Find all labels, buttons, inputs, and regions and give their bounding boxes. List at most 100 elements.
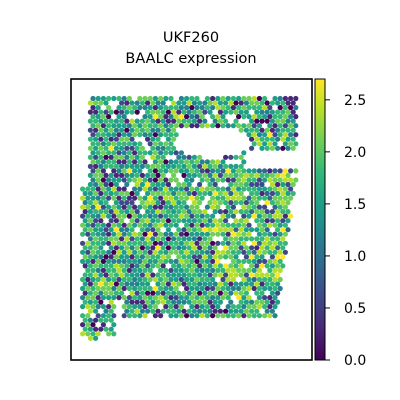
tissue-spot [254, 118, 260, 124]
tissue-spot [171, 136, 177, 142]
tissue-spot [168, 313, 174, 319]
tissue-spot [254, 109, 260, 115]
tissue-spot [147, 258, 153, 264]
tissue-spot [132, 213, 138, 219]
tissue-spot [181, 181, 187, 188]
tissue-spot [95, 159, 101, 165]
tissue-spot [204, 276, 210, 283]
tissue-spot [98, 326, 104, 332]
tissue-spot [113, 290, 119, 296]
tissue-spot [217, 200, 223, 206]
tissue-spot [116, 276, 122, 283]
tissue-spot [90, 213, 96, 219]
tissue-spot [249, 227, 255, 233]
tissue-spot [87, 290, 93, 296]
tissue-spot [98, 227, 104, 233]
tissue-spot [272, 204, 278, 210]
tissue-spot [272, 258, 278, 264]
tissue-spot [254, 281, 260, 287]
tissue-spot [171, 218, 177, 224]
tissue-spot [108, 254, 114, 260]
tissue-spot [238, 127, 244, 133]
tissue-spot [116, 204, 122, 210]
tissue-spot [210, 159, 216, 165]
tissue-spot [95, 105, 101, 111]
tissue-spot [93, 154, 99, 160]
tissue-spot [98, 317, 104, 323]
tissue-spot [259, 209, 265, 215]
tissue-spot [82, 317, 88, 323]
tissue-spot [220, 276, 226, 283]
colorbar-tick-label: 1.0 [344, 249, 366, 265]
tissue-spot [137, 195, 143, 201]
tissue-spot [139, 154, 145, 160]
tissue-spot [241, 168, 247, 174]
tissue-spot [186, 272, 192, 278]
tissue-spot [139, 172, 145, 178]
tissue-spot [163, 276, 169, 283]
tissue-spot [129, 118, 135, 124]
tissue-spot [275, 118, 281, 124]
tissue-spot [116, 295, 122, 301]
tissue-spot [181, 209, 187, 215]
tissue-spot [147, 213, 153, 219]
tissue-spot [197, 308, 203, 314]
tissue-spot [93, 136, 99, 142]
tissue-spot [116, 141, 122, 147]
tissue-spot [119, 109, 125, 115]
tissue-spot [173, 249, 179, 255]
tissue-spot [152, 195, 158, 201]
tissue-spot [191, 281, 197, 287]
tissue-spot [264, 263, 270, 269]
tissue-spot [246, 186, 252, 192]
tissue-spot [152, 222, 158, 228]
tissue-spot [225, 240, 231, 246]
tissue-spot [256, 304, 262, 310]
tissue-spot [230, 195, 236, 201]
tissue-spot [142, 295, 148, 301]
tissue-spot [87, 145, 93, 151]
tissue-spot [290, 100, 296, 106]
tissue-spot [236, 177, 242, 183]
tissue-spot [191, 218, 197, 224]
tissue-spot [163, 95, 169, 102]
tissue-spot [220, 213, 226, 219]
tissue-spot [184, 177, 190, 183]
tissue-spot [160, 209, 166, 215]
tissue-spot [134, 308, 140, 314]
tissue-spot [168, 95, 174, 102]
tissue-spot [126, 258, 132, 264]
tissue-spot [147, 195, 153, 201]
tissue-spot [158, 168, 164, 174]
tissue-spot [275, 172, 281, 178]
tissue-spot [129, 209, 135, 215]
tissue-spot [126, 141, 132, 147]
tissue-spot [275, 181, 281, 188]
tissue-spot [269, 308, 275, 314]
tissue-spot [111, 159, 117, 165]
tissue-spot [181, 254, 187, 260]
tissue-spot [293, 95, 299, 102]
tissue-spot [142, 150, 148, 156]
tissue-spot [184, 249, 190, 255]
tissue-spot [262, 132, 268, 138]
tissue-spot [108, 326, 114, 332]
tissue-spot [82, 245, 88, 251]
tissue-spot [225, 195, 231, 201]
tissue-spot [181, 308, 187, 314]
colorbar [314, 78, 326, 361]
tissue-spot [150, 127, 156, 133]
tissue-spot [176, 154, 182, 160]
tissue-spot [202, 109, 208, 115]
tissue-spot [142, 159, 148, 165]
tissue-spot [225, 276, 231, 283]
tissue-spot [103, 227, 109, 233]
tissue-spot [93, 335, 99, 341]
tissue-spot [251, 141, 257, 147]
tissue-spot [246, 213, 252, 219]
tissue-spot [241, 204, 247, 210]
tissue-spot [282, 123, 288, 129]
tissue-spot [275, 272, 281, 278]
tissue-spot [275, 290, 281, 296]
tissue-spot [87, 127, 93, 133]
